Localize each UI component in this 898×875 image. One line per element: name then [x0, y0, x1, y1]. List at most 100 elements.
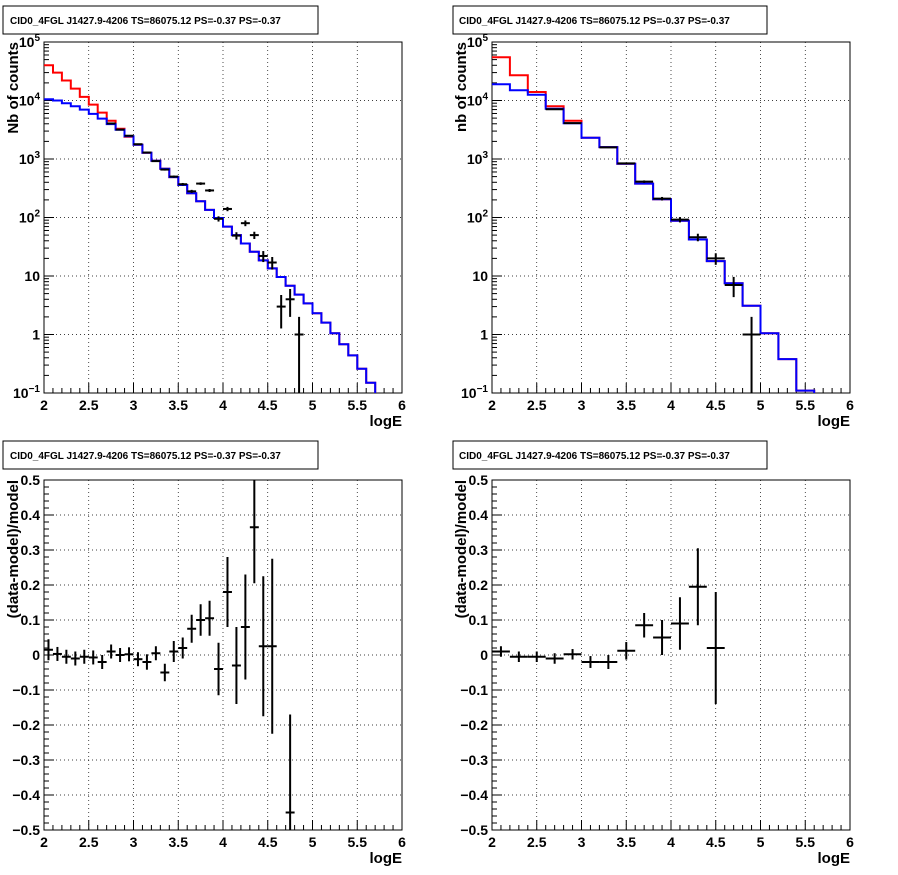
x-tick-label: 3 — [130, 397, 138, 413]
data-point — [617, 642, 636, 660]
y-tick-label: 0.2 — [21, 577, 41, 593]
x-tick-label: 3.5 — [169, 397, 189, 413]
y-tick-label: 0.5 — [21, 472, 41, 488]
data-point — [706, 253, 725, 265]
y-tick-label: 105 — [467, 33, 489, 50]
y-tick-label: 10 — [24, 268, 40, 284]
data-point — [688, 548, 707, 626]
y-tick-label: 0.1 — [21, 612, 41, 628]
y-tick-label: −0.1 — [12, 682, 40, 698]
x-tick-label: 2.5 — [79, 834, 99, 850]
y-tick-label: −0.2 — [460, 717, 488, 733]
data-point — [231, 232, 241, 240]
x-tick-label: 5.5 — [348, 397, 368, 413]
x-tick-label: 5.5 — [796, 834, 816, 850]
data-point — [61, 649, 71, 664]
y-tick-label: −0.1 — [460, 682, 488, 698]
x-tick-label: 5 — [757, 834, 765, 850]
y-tick-label: 0.2 — [469, 577, 489, 593]
x-tick-label: 5 — [309, 397, 317, 413]
data-point — [240, 574, 250, 680]
data-point — [599, 655, 618, 669]
y-tick-label: −0.5 — [460, 822, 488, 838]
data-point — [671, 597, 689, 650]
y-tick-label: −0.3 — [12, 752, 40, 768]
x-axis-label: logE — [818, 413, 851, 430]
data-point — [249, 480, 259, 584]
x-tick-label: 4 — [219, 834, 227, 850]
y-tick-label: 0.3 — [469, 542, 489, 558]
title-box — [2, 440, 319, 470]
data-point — [44, 639, 53, 661]
data-point — [276, 295, 286, 329]
y-tick-label: 103 — [467, 150, 489, 167]
data-point — [653, 196, 671, 201]
y-tick-label: 102 — [467, 209, 489, 226]
data-point — [115, 648, 125, 662]
data-point — [160, 663, 170, 682]
residual-panel-right: CID0_4FGL J1427.9-4206 TS=86075.12 PS=-0… — [452, 440, 854, 867]
data-point — [545, 108, 564, 111]
y-tick-label: 1 — [32, 327, 40, 343]
x-tick-label: 2 — [40, 834, 48, 850]
y-tick-label: 105 — [19, 33, 41, 50]
title-box — [452, 440, 768, 470]
data-point — [124, 647, 134, 662]
y-tick-label: 103 — [19, 150, 41, 167]
data-point — [178, 637, 188, 659]
data-point — [187, 189, 197, 193]
data-point — [258, 251, 268, 263]
data-point — [671, 217, 689, 223]
data-point — [124, 134, 134, 137]
x-tick-label: 5 — [309, 834, 317, 850]
data-point — [97, 655, 107, 669]
data-point — [285, 288, 295, 317]
data-point — [231, 627, 241, 704]
data-point — [223, 206, 232, 212]
data-point — [285, 714, 295, 830]
data-point — [249, 231, 259, 239]
data-point — [492, 646, 510, 657]
y-tick-label: 0.4 — [469, 507, 489, 523]
y-axis-label: (data-model)/model — [5, 480, 22, 618]
data-point — [267, 257, 277, 270]
data-point — [196, 182, 206, 185]
counts-panel-right: CID0_4FGL J1427.9-4206 TS=86075.12 PS=-0… — [452, 5, 854, 430]
x-tick-label: 4.5 — [258, 834, 278, 850]
data-point — [142, 654, 152, 670]
data-point — [653, 620, 671, 655]
x-tick-label: 4.5 — [258, 397, 278, 413]
data-point — [115, 128, 125, 131]
data-point — [151, 646, 161, 661]
chart-title: CID0_4FGL J1427.9-4206 TS=86075.12 PS=-0… — [10, 16, 281, 27]
x-tick-label: 2.5 — [527, 834, 547, 850]
x-tick-label: 4.5 — [706, 834, 726, 850]
data-point — [133, 652, 143, 667]
data-point — [196, 604, 206, 636]
data-point — [635, 180, 654, 183]
data-point — [706, 592, 725, 704]
x-axis-label: logE — [370, 413, 403, 430]
x-tick-label: 2 — [488, 397, 496, 413]
y-tick-label: 0.4 — [21, 507, 41, 523]
y-axis-label: Nb of counts — [5, 42, 22, 134]
data-point — [205, 188, 215, 192]
x-tick-label: 3.5 — [617, 834, 637, 850]
x-tick-label: 5.5 — [348, 834, 368, 850]
data-point — [187, 614, 197, 643]
data-point — [294, 316, 304, 393]
data-point — [688, 233, 707, 242]
data-point — [160, 168, 170, 171]
y-tick-label: 0 — [32, 647, 40, 663]
data-point — [70, 651, 80, 666]
chart-title: CID0_4FGL J1427.9-4206 TS=86075.12 PS=-0… — [459, 16, 730, 27]
x-tick-label: 2 — [488, 834, 496, 850]
data-point — [563, 122, 582, 125]
title-box — [452, 5, 768, 35]
data-point — [79, 649, 89, 664]
x-axis-label: logE — [818, 850, 851, 867]
x-tick-label: 6 — [846, 834, 854, 850]
data-point — [169, 641, 179, 662]
data-point — [169, 175, 179, 178]
